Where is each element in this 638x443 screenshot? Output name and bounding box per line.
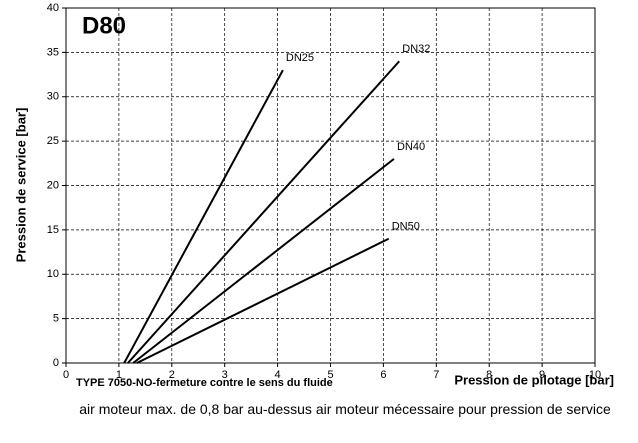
y-tick-label: 40 (47, 2, 59, 14)
y-tick-label: 15 (47, 224, 59, 236)
x-tick-label: 3 (222, 369, 228, 381)
x-tick-label: 9 (539, 369, 545, 381)
x-tick-label: 5 (327, 369, 333, 381)
y-tick-label: 20 (47, 179, 59, 191)
series-line (132, 158, 395, 364)
series-label: DN50 (392, 221, 420, 233)
plot-frame (65, 7, 596, 364)
caption: TYPE 7050-NO-fermeture contre le sens du… (76, 377, 333, 389)
y-tick-label: 0 (53, 357, 59, 369)
series-line (136, 237, 390, 364)
chart: D80 Pression de service [bar] Pression d… (13, 2, 614, 389)
x-tick-label: 2 (169, 369, 175, 381)
series-label: DN40 (397, 141, 425, 153)
x-axis-label: Pression de pilotage [bar] (454, 372, 614, 387)
series-line (127, 60, 401, 364)
series-line (123, 69, 284, 364)
series-label: DN25 (286, 52, 314, 64)
y-tick-label: 10 (47, 268, 59, 280)
x-tick-label: 7 (433, 369, 439, 381)
y-tick-label: 35 (47, 46, 59, 58)
x-tick-label: 6 (380, 369, 386, 381)
x-tick-label: 4 (275, 369, 281, 381)
x-tick-label: 10 (589, 369, 601, 381)
x-tick-label: 1 (116, 369, 122, 381)
y-tick-label: 30 (47, 91, 59, 103)
y-tick-label: 5 (53, 313, 59, 325)
series-label: DN32 (402, 43, 430, 55)
note: air moteur max. de 0,8 bar au-dessus air… (79, 401, 611, 417)
y-tick-label: 25 (47, 135, 59, 147)
x-tick-label: 0 (63, 369, 69, 381)
chart-title: D80 (82, 12, 126, 39)
y-axis-label: Pression de service [bar] (13, 108, 28, 263)
x-tick-label: 8 (486, 369, 492, 381)
